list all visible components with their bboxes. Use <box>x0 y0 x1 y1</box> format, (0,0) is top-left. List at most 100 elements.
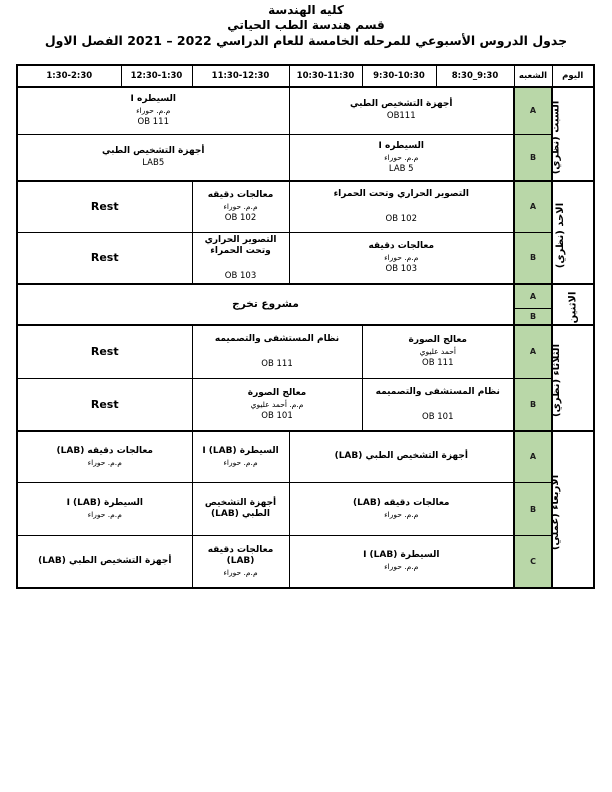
header-time-0830: 8:30_9:30 <box>435 64 515 88</box>
cell-line: OB 103 <box>385 264 417 274</box>
class-cell: السيطره I م.م. حوراء OB 111 <box>16 86 290 135</box>
lab-cell: السيطرة I (LAB) م.م. حوراء <box>191 429 290 483</box>
lab-cell: أجهزة التشخيص الطبي (LAB) <box>16 535 193 588</box>
rest-cell: Rest <box>16 180 193 233</box>
saturday-row-b: B السيطره I م.م. حوراء LAB 5 أجهزة التشخيص… <box>16 133 594 182</box>
cell-line: م.م. حوراء <box>384 253 419 262</box>
monday-row-b: B <box>17 308 594 325</box>
rest-cell: Rest <box>16 378 193 431</box>
cell-line: OB 101 <box>261 410 293 421</box>
section-badge: A <box>513 429 553 483</box>
sunday-row-b: B معالجات دقيقه م.م. حوراء OB 103 التصوير … <box>16 231 594 284</box>
class-cell: نظام المستشفى والتصميمه OB 111 <box>191 323 363 379</box>
day-label-saturday: السبت (نظري) <box>551 86 595 182</box>
cell-line: م.م. حوراء <box>384 510 419 519</box>
sunday-row-a: الاحد (نظري) A التصوير الحراري وتحت الحم… <box>16 180 595 284</box>
wednesday-row-a: الأربعاء (عملي) A أجهزة التشخيص الطبي (L… <box>16 429 595 588</box>
cell-line: LAB 5 <box>388 163 414 174</box>
saturday-row-a: السبت (نظري) A أجهزة التشخيص الطبي OB111 … <box>16 86 595 182</box>
header-time-1030: 10:30-11:30 <box>288 64 363 88</box>
class-cell: التصوير الحراري وتحت الحمراء OB 103 <box>191 231 290 284</box>
class-cell: أجهزة التشخيص الطبي LAB5 <box>16 133 290 182</box>
cell-line: م.م. حوراء <box>87 457 122 467</box>
cell-line: Rest <box>90 345 119 359</box>
section-badge: A <box>513 86 553 135</box>
schedule-title-suffix: الفصل الاول <box>44 33 123 48</box>
cell-line: Rest <box>90 251 119 264</box>
section-badge: C <box>513 535 553 588</box>
section-badge: B <box>513 482 553 536</box>
day-label-tuesday: الثلاثاء (نظري) <box>551 323 595 431</box>
header-time-1230: 12:30-1:30 <box>120 64 193 88</box>
class-cell: نظام المستشفى والتصميمه OB 101 <box>361 378 515 431</box>
cell-line: معالجات دقيقه <box>368 241 435 251</box>
section-badge: B <box>513 231 553 284</box>
wednesday-row-c: C السيطرة I (LAB) م.م. حوراء معالجات دقيق… <box>16 535 594 588</box>
class-cell: أجهزة التشخيص الطبي OB111 <box>288 86 515 135</box>
class-cell: معالجات دقيقه م.م. حوراء OB 102 <box>191 180 290 233</box>
monday-row-a: الاثنين A مشروع تخرج <box>16 282 595 325</box>
day-label-sunday: الاحد (نظري) <box>551 180 595 284</box>
cell-line: نظام المستشفى والتصميمه <box>375 386 500 397</box>
cell-line: م.م. حوراء <box>384 152 419 162</box>
lab-cell: معالجات دقيقه (LAB) م.م. حوراء <box>191 535 290 588</box>
cell-line: معالجات دقيقه (LAB) <box>56 445 154 456</box>
cell-line: م.م. حوراء <box>136 106 171 116</box>
college-title: كليه الهندسة <box>268 3 344 17</box>
cell-line: أجهزة التشخيص الطبي <box>350 99 453 110</box>
header-time-0930: 9:30-10:30 <box>361 64 437 88</box>
cell-line: التصوير الحراري وتحت الحمراء <box>333 189 469 200</box>
department-title: قسم هندسة الطب الحياتي <box>227 18 385 32</box>
cell-line: السيطره I <box>130 94 176 105</box>
cell-line: Rest <box>90 397 119 411</box>
header-section: الشعبه <box>513 64 553 88</box>
header-time-1130: 11:30-12:30 <box>191 64 290 88</box>
cell-line: السيطرة I (LAB) <box>66 498 143 508</box>
class-cell: معالجات دقيقه م.م. حوراء OB 103 <box>288 231 515 284</box>
section-badge: A <box>513 323 553 379</box>
section-badge: B <box>513 133 553 182</box>
cell-line: OB 102 <box>385 214 417 225</box>
cell-line: معالج الصورة <box>247 387 307 398</box>
class-cell: السيطره I م.م. حوراء LAB 5 <box>288 133 515 182</box>
cell-line: أحمد عليوي <box>419 347 456 357</box>
tuesday-row-b: B نظام المستشفى والتصميمه OB 101 معالج ال… <box>16 378 594 431</box>
lab-cell: أجهزة التشخيص الطبي (LAB) <box>288 429 515 483</box>
cell-line: م.م. أحمد عليوي <box>250 399 304 409</box>
section-badge: A <box>513 282 553 309</box>
schedule-title-prefix: جدول الدروس الأسبوعي للمرحله الخامسة للع… <box>216 33 568 48</box>
schedule-title-years: 2021 – 2022 <box>127 33 212 48</box>
cell-line: م.م. حوراء <box>384 562 419 572</box>
rest-cell: Rest <box>16 231 193 284</box>
cell-line: معالجات دقيقه (LAB) <box>207 544 274 566</box>
weekly-schedule-table-wrapper: اليوم الشعبه 8:30_9:30 9:30-10:30 10:30-… <box>16 64 595 589</box>
tuesday-row-a: الثلاثاء (نظري) A معالج الصورة أحمد عليوي… <box>16 323 595 431</box>
cell-line: معالجات دقيقه (LAB) <box>353 498 450 508</box>
cell-line: التصوير الحراري وتحت الحمراء <box>204 234 277 256</box>
lab-cell: معالجات دقيقه (LAB) م.م. حوراء <box>16 429 193 483</box>
graduation-project-cell: مشروع تخرج <box>16 282 515 325</box>
cell-line: OB 102 <box>224 213 257 224</box>
cell-line: OB 111 <box>137 117 169 128</box>
lab-cell: السيطرة I (LAB) م.م. حوراء <box>16 482 193 536</box>
lab-cell: السيطرة I (LAB) م.م. حوراء <box>288 535 515 588</box>
header-time-0130: 1:30-2:30 <box>16 64 122 88</box>
section-badge: B <box>513 308 553 325</box>
day-label-monday: الاثنين <box>551 282 595 325</box>
weekly-schedule-table: اليوم الشعبه 8:30_9:30 9:30-10:30 10:30-… <box>16 64 595 589</box>
cell-line: أجهزة التشخيص الطبي (LAB) <box>38 555 172 566</box>
wednesday-row-b: B معالجات دقيقه (LAB) م.م. حوراء أجهزة ال… <box>16 482 594 536</box>
cell-line: م.م. حوراء <box>223 457 258 467</box>
cell-line: م.م. حوراء <box>87 510 122 519</box>
cell-line: معالجات دقيقه <box>207 190 274 201</box>
cell-line: OB111 <box>386 111 416 122</box>
cell-line: OB 103 <box>224 270 257 281</box>
cell-line: نظام المستشفى والتصميمه <box>214 334 340 345</box>
class-cell: معالج الصورة أحمد عليوي OB 111 <box>361 323 515 379</box>
cell-line: السيطرة I (LAB) <box>363 550 440 561</box>
header-day: اليوم <box>551 64 595 88</box>
cell-line: أجهزة التشخيص الطبي <box>102 145 205 156</box>
cell-line: OB 111 <box>422 358 454 369</box>
cell-line: Rest <box>90 200 119 214</box>
